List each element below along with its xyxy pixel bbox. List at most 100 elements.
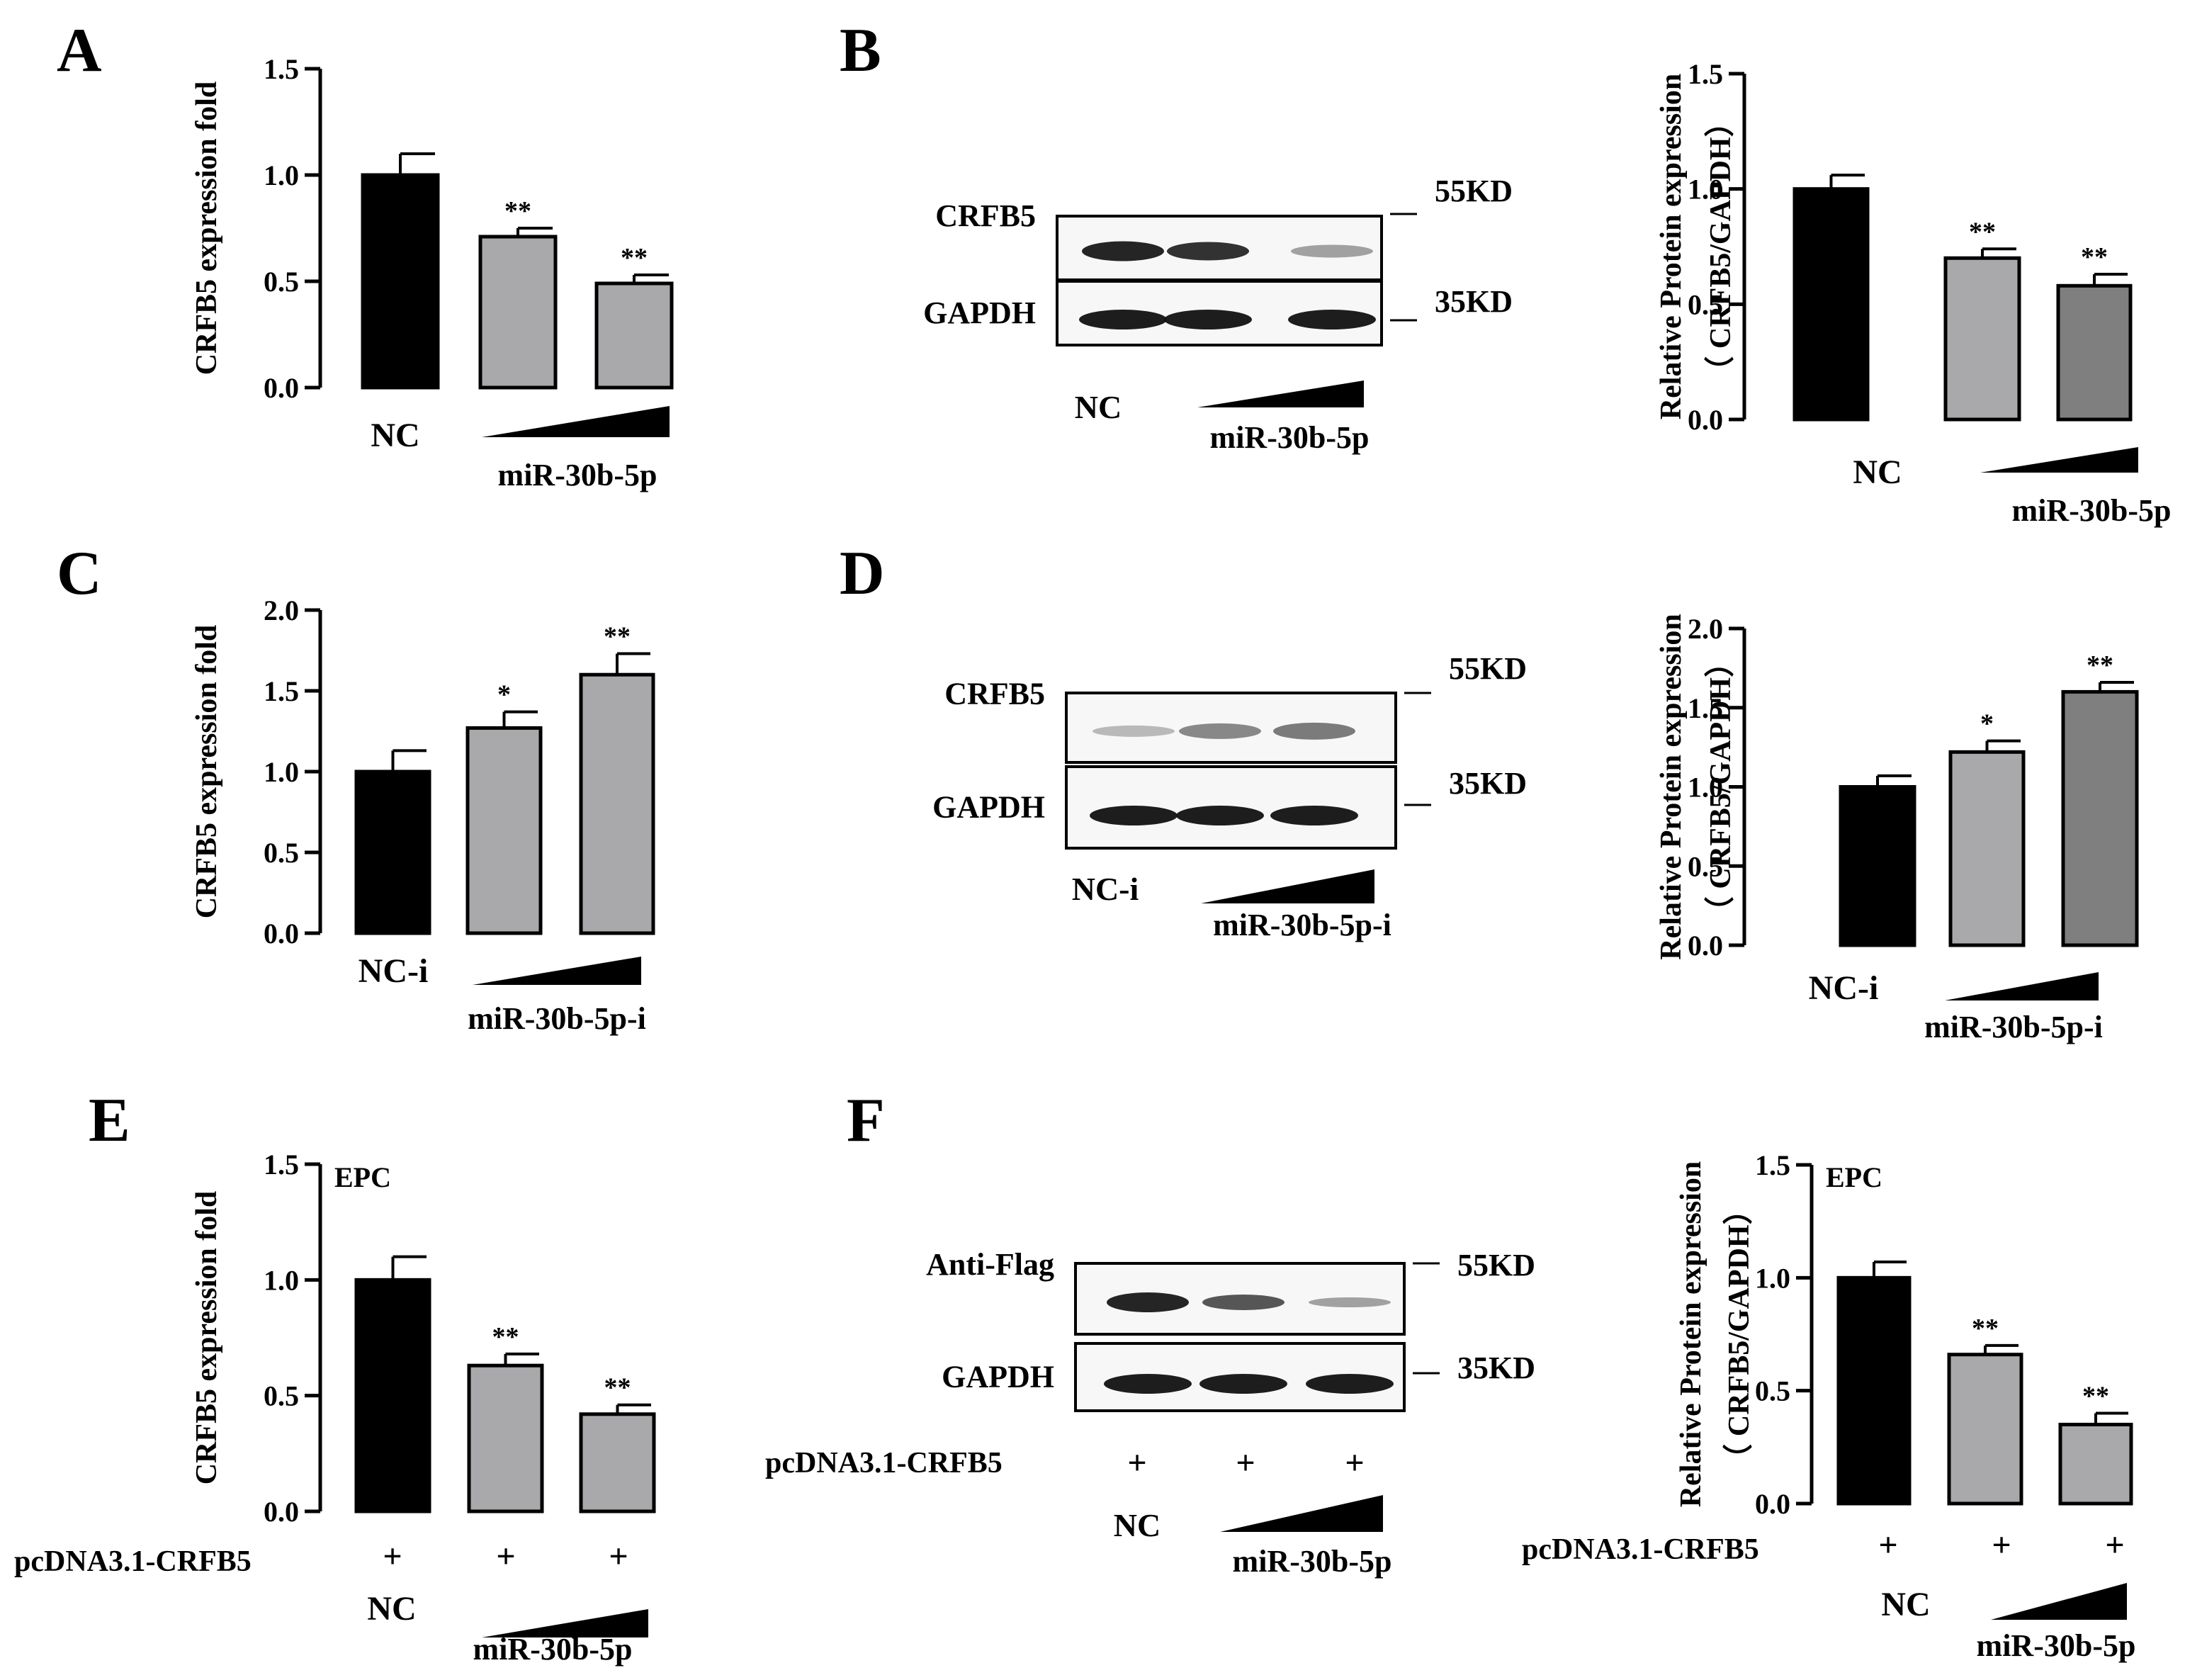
- band-label-target: CRFB5: [935, 198, 1036, 233]
- chart-f: 0.0 0.5 1.0 1.5 Relative Protein expression （…: [1522, 1149, 2135, 1663]
- y-tick-label: 1.5: [264, 1149, 299, 1180]
- x-label-treatment: miR-30b-5p: [1977, 1628, 2136, 1663]
- significance-label: **: [504, 196, 531, 226]
- x-label-treatment: miR-30b-5p-i: [1924, 1010, 2103, 1044]
- target-band: [1273, 722, 1355, 740]
- lane-label-control: NC: [1114, 1507, 1161, 1543]
- target-band: [1202, 1295, 1285, 1310]
- dose-gradient-wedge: [1201, 869, 1374, 903]
- panel-letter-d: D: [840, 539, 885, 608]
- plus-sign: +: [609, 1538, 628, 1575]
- dose-gradient-wedge: [482, 406, 670, 437]
- x-label-control: NC: [367, 1590, 416, 1628]
- mw-marker-35kd: 35KD: [1457, 1351, 1535, 1385]
- x-label-control: NC: [1853, 453, 1902, 491]
- bar: [361, 173, 440, 390]
- x-label-treatment: miR-30b-5p-i: [468, 1001, 646, 1036]
- y-tick-label: 1.0: [1688, 772, 1723, 804]
- target-band: [1309, 1297, 1391, 1307]
- gapdh-band: [1079, 310, 1167, 329]
- x-label-control: NC-i: [1809, 969, 1879, 1007]
- x-label-control: NC-i: [358, 952, 429, 990]
- y-tick-label: 0.5: [1755, 1375, 1790, 1407]
- y-axis-label: CRFB5 expression fold: [191, 81, 223, 376]
- row-label: pcDNA3.1-CRFB5: [765, 1447, 1003, 1479]
- y-tick-label: 0.0: [1755, 1488, 1790, 1520]
- plus-sign: +: [1345, 1444, 1364, 1482]
- y-tick-label: 2.0: [1688, 613, 1723, 645]
- lane-label-treatment: miR-30b-5p: [1233, 1544, 1392, 1579]
- bar: [354, 1278, 431, 1513]
- y-tick-label: 1.0: [1755, 1262, 1790, 1294]
- panel-letter-e: E: [89, 1086, 130, 1155]
- chart-a: 0.0 0.5 1.0 1.5 CRFB5 expression fold ** ** NC m…: [191, 53, 674, 492]
- significance-label: **: [604, 622, 631, 652]
- y-tick-label: 0.5: [1688, 850, 1723, 882]
- western-blot-b: CRFB5 GAPDH 55KD 35KD NC miR-30b-5p: [923, 174, 1513, 455]
- mw-marker-35kd: 35KD: [1435, 284, 1513, 319]
- dose-gradient-wedge: [1991, 1583, 2127, 1620]
- band-label-target: Anti-Flag: [926, 1247, 1054, 1282]
- mw-marker-55kd: 55KD: [1457, 1248, 1535, 1282]
- western-blot-d: CRFB5 GAPDH 55KD 35KD NC-i miR-30b-5p-i: [932, 651, 1527, 942]
- bar: [2061, 689, 2139, 947]
- significance-label: **: [492, 1322, 519, 1352]
- gapdh-band: [1104, 1374, 1192, 1394]
- y-tick-label: 0.0: [264, 372, 299, 404]
- bar: [594, 281, 674, 390]
- significance-label: *: [497, 680, 511, 710]
- gapdh-band: [1176, 806, 1264, 825]
- y-tick-label: 0.0: [1688, 404, 1723, 436]
- target-band: [1107, 1292, 1189, 1312]
- plus-sign: +: [2105, 1526, 2124, 1564]
- dose-gradient-wedge: [1220, 1495, 1383, 1532]
- y-axis-label-2: （ CRFB5/GAPDH）: [1704, 648, 1737, 926]
- y-tick-label: 1.0: [264, 756, 299, 788]
- panel-letter-b: B: [840, 16, 881, 85]
- gapdh-band: [1199, 1374, 1287, 1394]
- dose-gradient-wedge: [473, 957, 641, 985]
- plus-sign: +: [1236, 1444, 1255, 1482]
- x-label-treatment: miR-30b-5p: [498, 458, 657, 492]
- y-tick-label: 0.0: [264, 918, 299, 949]
- target-band: [1179, 723, 1261, 739]
- bar: [1943, 256, 2021, 422]
- panel-letter-f: F: [847, 1086, 885, 1155]
- gapdh-band: [1288, 310, 1376, 329]
- band-label-gapdh: GAPDH: [942, 1360, 1054, 1394]
- dose-gradient-wedge: [1945, 972, 2099, 1000]
- y-tick-label: 1.0: [264, 159, 299, 191]
- y-axis-label: Relative Protein expression: [1675, 1161, 1707, 1507]
- chart-annotation: EPC: [1826, 1161, 1882, 1193]
- y-axis-label: Relative Protein expression: [1655, 74, 1688, 419]
- bar: [478, 235, 558, 390]
- y-tick-label: 1.0: [264, 1264, 299, 1296]
- significance-label: **: [2087, 650, 2113, 680]
- bar: [2058, 1422, 2133, 1506]
- lane-label-treatment: miR-30b-5p-i: [1213, 908, 1391, 942]
- band-label-target: CRFB5: [944, 677, 1045, 711]
- y-axis-label: Relative Protein expression: [1655, 614, 1688, 959]
- bar: [1948, 750, 2026, 947]
- bar: [1947, 1353, 2023, 1506]
- target-band: [1291, 244, 1373, 258]
- y-tick-label: 0.5: [1688, 288, 1723, 320]
- y-axis-label: CRFB5 expression fold: [191, 1191, 223, 1485]
- panel-letter-c: C: [57, 539, 102, 608]
- y-tick-label: 1.5: [1688, 692, 1723, 724]
- y-tick-label: 1.5: [1755, 1149, 1790, 1181]
- bar: [1839, 785, 1916, 947]
- gapdh-band: [1306, 1374, 1394, 1394]
- target-band: [1092, 725, 1175, 737]
- x-label-treatment: miR-30b-5p: [2012, 493, 2172, 528]
- row-label: pcDNA3.1-CRFB5: [1522, 1533, 1759, 1566]
- y-tick-label: 0.5: [264, 837, 299, 869]
- y-tick-label: 1.5: [1688, 58, 1723, 90]
- y-tick-label: 1.5: [264, 675, 299, 707]
- y-axis-label: CRFB5 expression fold: [191, 625, 223, 919]
- dose-gradient-wedge: [482, 1609, 648, 1637]
- y-tick-label: 1.5: [264, 53, 299, 85]
- lane-label-treatment: miR-30b-5p: [1210, 420, 1370, 455]
